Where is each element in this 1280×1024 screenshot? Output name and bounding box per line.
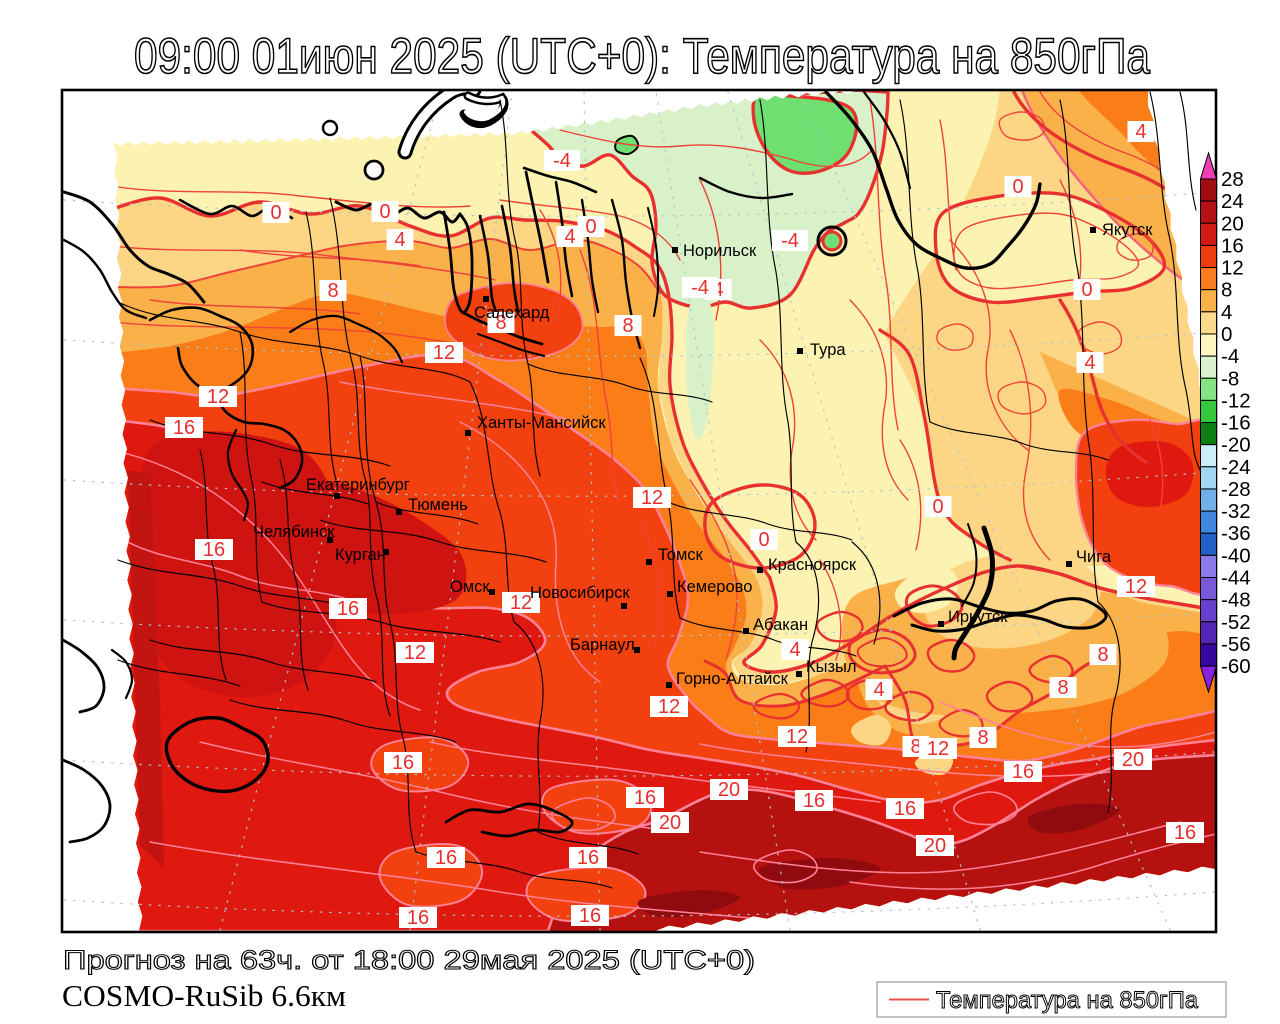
svg-text:24: 24 <box>1221 190 1244 213</box>
svg-text:Тюмень: Тюмень <box>408 496 468 514</box>
svg-text:12: 12 <box>927 738 949 760</box>
svg-text:16: 16 <box>634 787 656 809</box>
svg-text:Омск: Омск <box>450 578 490 596</box>
svg-text:COSMO-RuSib 6.6км: COSMO-RuSib 6.6км <box>62 978 346 1013</box>
svg-text:16: 16 <box>407 907 429 929</box>
svg-text:0: 0 <box>585 216 596 238</box>
svg-text:-20: -20 <box>1221 434 1251 457</box>
svg-text:Салехард: Салехард <box>474 304 550 322</box>
svg-text:0: 0 <box>1221 323 1232 346</box>
svg-text:12: 12 <box>641 487 663 509</box>
svg-text:16: 16 <box>1221 234 1244 257</box>
svg-text:4: 4 <box>564 226 575 248</box>
svg-text:Кемерово: Кемерово <box>677 578 752 596</box>
svg-text:-44: -44 <box>1221 567 1251 590</box>
svg-text:Новосибирск: Новосибирск <box>530 584 630 602</box>
svg-text:12: 12 <box>404 642 426 664</box>
svg-text:16: 16 <box>803 790 825 812</box>
svg-text:Норильск: Норильск <box>683 242 757 260</box>
svg-text:-24: -24 <box>1221 456 1251 479</box>
svg-text:16: 16 <box>1174 822 1196 844</box>
svg-text:4: 4 <box>1221 301 1232 324</box>
svg-text:4: 4 <box>873 679 884 701</box>
svg-text:16: 16 <box>392 752 414 774</box>
svg-text:0: 0 <box>1012 176 1023 198</box>
svg-text:-36: -36 <box>1221 522 1251 545</box>
svg-text:28: 28 <box>1221 168 1244 191</box>
svg-text:0: 0 <box>758 529 769 551</box>
svg-text:Томск: Томск <box>658 546 704 564</box>
svg-text:20: 20 <box>1221 212 1244 235</box>
svg-text:Челябинск: Челябинск <box>253 523 335 541</box>
svg-text:12: 12 <box>658 696 680 718</box>
svg-text:12: 12 <box>433 342 455 364</box>
svg-text:-4: -4 <box>1221 345 1239 368</box>
svg-text:8: 8 <box>622 315 633 337</box>
svg-text:12: 12 <box>510 592 532 614</box>
svg-text:12: 12 <box>1221 257 1244 280</box>
svg-text:16: 16 <box>203 539 225 561</box>
svg-text:-60: -60 <box>1221 655 1251 678</box>
svg-text:20: 20 <box>924 835 946 857</box>
svg-text:8: 8 <box>1057 677 1068 699</box>
svg-text:8: 8 <box>977 727 988 749</box>
svg-text:4: 4 <box>394 229 405 251</box>
svg-text:8: 8 <box>327 280 338 302</box>
svg-text:-32: -32 <box>1221 500 1251 523</box>
svg-text:16: 16 <box>337 598 359 620</box>
svg-text:16: 16 <box>173 417 195 439</box>
svg-text:4: 4 <box>1084 352 1095 374</box>
svg-text:-56: -56 <box>1221 633 1251 656</box>
svg-text:-28: -28 <box>1221 478 1251 501</box>
svg-text:0: 0 <box>270 202 281 224</box>
svg-text:Курган: Курган <box>335 546 386 564</box>
svg-text:16: 16 <box>1012 761 1034 783</box>
svg-text:8: 8 <box>1097 644 1108 666</box>
svg-text:Ханты-Мансийск: Ханты-Мансийск <box>477 414 606 432</box>
svg-text:16: 16 <box>894 798 916 820</box>
svg-text:0: 0 <box>932 496 943 518</box>
svg-text:-12: -12 <box>1221 389 1251 412</box>
svg-text:Температура на 850гПа: Температура на 850гПа <box>936 987 1199 1014</box>
svg-text:-52: -52 <box>1221 611 1251 634</box>
svg-text:Екатеринбург: Екатеринбург <box>306 476 410 494</box>
svg-text:16: 16 <box>579 905 601 927</box>
svg-text:12: 12 <box>1125 576 1147 598</box>
svg-text:12: 12 <box>207 386 229 408</box>
svg-text:Красноярск: Красноярск <box>768 556 857 574</box>
svg-text:Барнаул: Барнаул <box>570 636 635 654</box>
svg-text:-4: -4 <box>553 150 571 172</box>
svg-text:-4: -4 <box>691 277 709 299</box>
svg-text:16: 16 <box>435 847 457 869</box>
svg-text:0: 0 <box>1081 279 1092 301</box>
svg-text:09:00 01июн 2025 (UTC+0): Темп: 09:00 01июн 2025 (UTC+0): Температура на… <box>134 28 1150 84</box>
svg-text:12: 12 <box>786 726 808 748</box>
svg-text:8: 8 <box>910 736 921 758</box>
svg-text:Чига: Чига <box>1076 548 1112 566</box>
svg-text:Горно-Алтайск: Горно-Алтайск <box>676 670 789 688</box>
svg-text:Прогноз на 63ч. от 18:00 29мая: Прогноз на 63ч. от 18:00 29мая 2025 (UTC… <box>63 945 755 975</box>
svg-text:4: 4 <box>1135 121 1146 143</box>
svg-text:-8: -8 <box>1221 367 1239 390</box>
svg-text:Тура: Тура <box>810 341 846 359</box>
svg-text:4: 4 <box>789 639 800 661</box>
svg-text:-40: -40 <box>1221 544 1251 567</box>
svg-text:20: 20 <box>718 779 740 801</box>
svg-text:20: 20 <box>1122 749 1144 771</box>
svg-text:8: 8 <box>495 312 506 334</box>
svg-text:20: 20 <box>659 812 681 834</box>
svg-text:Кызыл: Кызыл <box>806 658 857 676</box>
svg-text:16: 16 <box>577 847 599 869</box>
svg-text:-16: -16 <box>1221 412 1251 435</box>
svg-text:8: 8 <box>1221 279 1232 302</box>
svg-text:-4: -4 <box>781 230 799 252</box>
svg-text:-48: -48 <box>1221 589 1251 612</box>
svg-text:Абакан: Абакан <box>753 616 808 634</box>
svg-text:Иркутск: Иркутск <box>948 608 1008 626</box>
svg-text:Якутск: Якутск <box>1102 221 1153 239</box>
svg-text:0: 0 <box>379 201 390 223</box>
